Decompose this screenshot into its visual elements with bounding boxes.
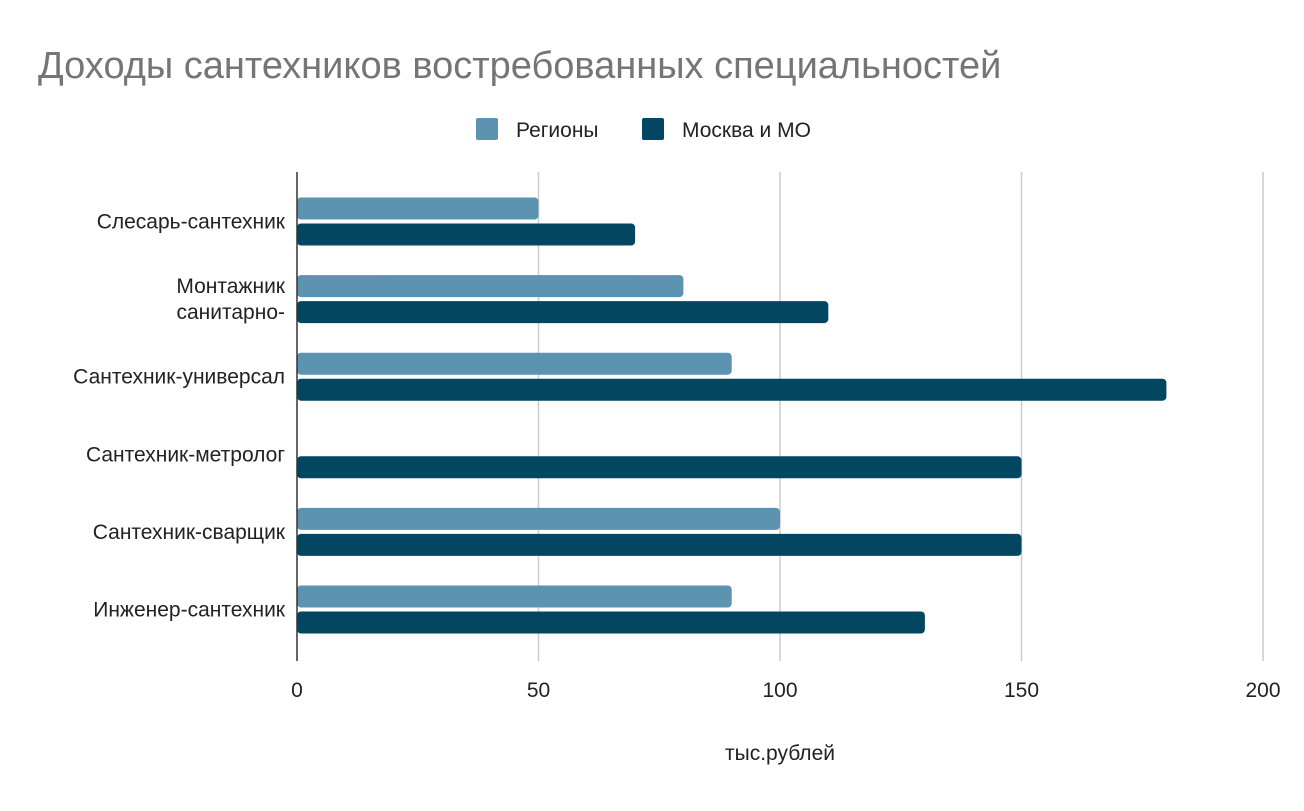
x-tick-label-50: 50	[527, 679, 550, 702]
bar-regions-2	[297, 352, 732, 375]
chart-title: Доходы сантехников востребованных специа…	[38, 45, 1001, 87]
bar-moscow-2	[297, 378, 1167, 401]
bar-regions-1	[297, 275, 684, 298]
x-tick-label-200: 200	[1245, 679, 1280, 702]
gridlines	[537, 172, 1264, 661]
x-tick-label-100: 100	[762, 679, 797, 702]
bar-moscow-0	[297, 223, 636, 246]
legend-swatch-regions	[476, 118, 498, 140]
y-tick-label-1: Монтажник санитарно-	[176, 275, 285, 324]
x-axis-label: тыс.рублей	[725, 742, 835, 765]
x-tick-label-0: 0	[291, 679, 303, 702]
bar-regions-5	[297, 585, 732, 608]
x-axis-ticks: 0 50 100 150 200	[291, 679, 1280, 702]
bar-regions-0	[297, 197, 539, 220]
x-tick-label-150: 150	[1004, 679, 1039, 702]
bar-moscow-4	[297, 533, 1022, 556]
y-tick-label-4: Сантехник-сварщик	[93, 521, 286, 544]
bar-moscow-1	[297, 301, 829, 324]
bar-moscow-5	[297, 611, 925, 634]
bar-moscow-3	[297, 456, 1022, 479]
bars	[297, 197, 1167, 634]
legend-label-regions: Регионы	[516, 119, 599, 142]
legend-swatch-moscow	[642, 118, 664, 140]
legend: Регионы Москва и МО	[476, 118, 811, 142]
y-axis-labels: Слесарь-сантехник Монтажник санитарно- Сант…	[73, 211, 286, 622]
y-tick-label-0: Слесарь-сантехник	[97, 211, 286, 234]
y-tick-label-3: Сантехник-метролог	[86, 443, 285, 466]
legend-label-moscow: Москва и МО	[682, 119, 811, 142]
y-tick-label-5: Инженер-сантехник	[93, 599, 286, 622]
y-tick-label-2: Сантехник-универсал	[73, 366, 285, 389]
bar-regions-4	[297, 507, 780, 530]
